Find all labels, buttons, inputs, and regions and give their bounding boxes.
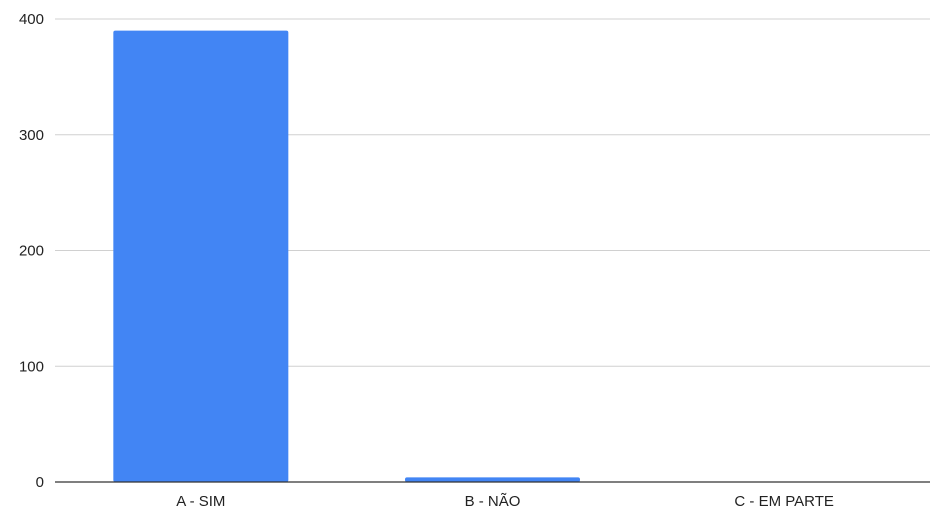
y-tick-label-100: 100 — [19, 358, 44, 375]
y-tick-label-300: 300 — [19, 127, 44, 144]
x-category-label-1: A - SIM — [176, 493, 225, 510]
bar-2 — [405, 477, 580, 482]
bar-1 — [113, 30, 289, 482]
y-tick-labels: 0 100 200 300 400 — [19, 11, 44, 491]
x-category-label-3: C - EM PARTE — [734, 493, 833, 510]
y-tick-label-0: 0 — [36, 474, 44, 491]
x-category-labels: A - SIM B - NÃO C - EM PARTE — [176, 493, 834, 510]
bars — [113, 30, 580, 482]
y-tick-label-200: 200 — [19, 243, 44, 260]
x-category-label-2: B - NÃO — [465, 493, 521, 510]
y-tick-label-400: 400 — [19, 11, 44, 28]
